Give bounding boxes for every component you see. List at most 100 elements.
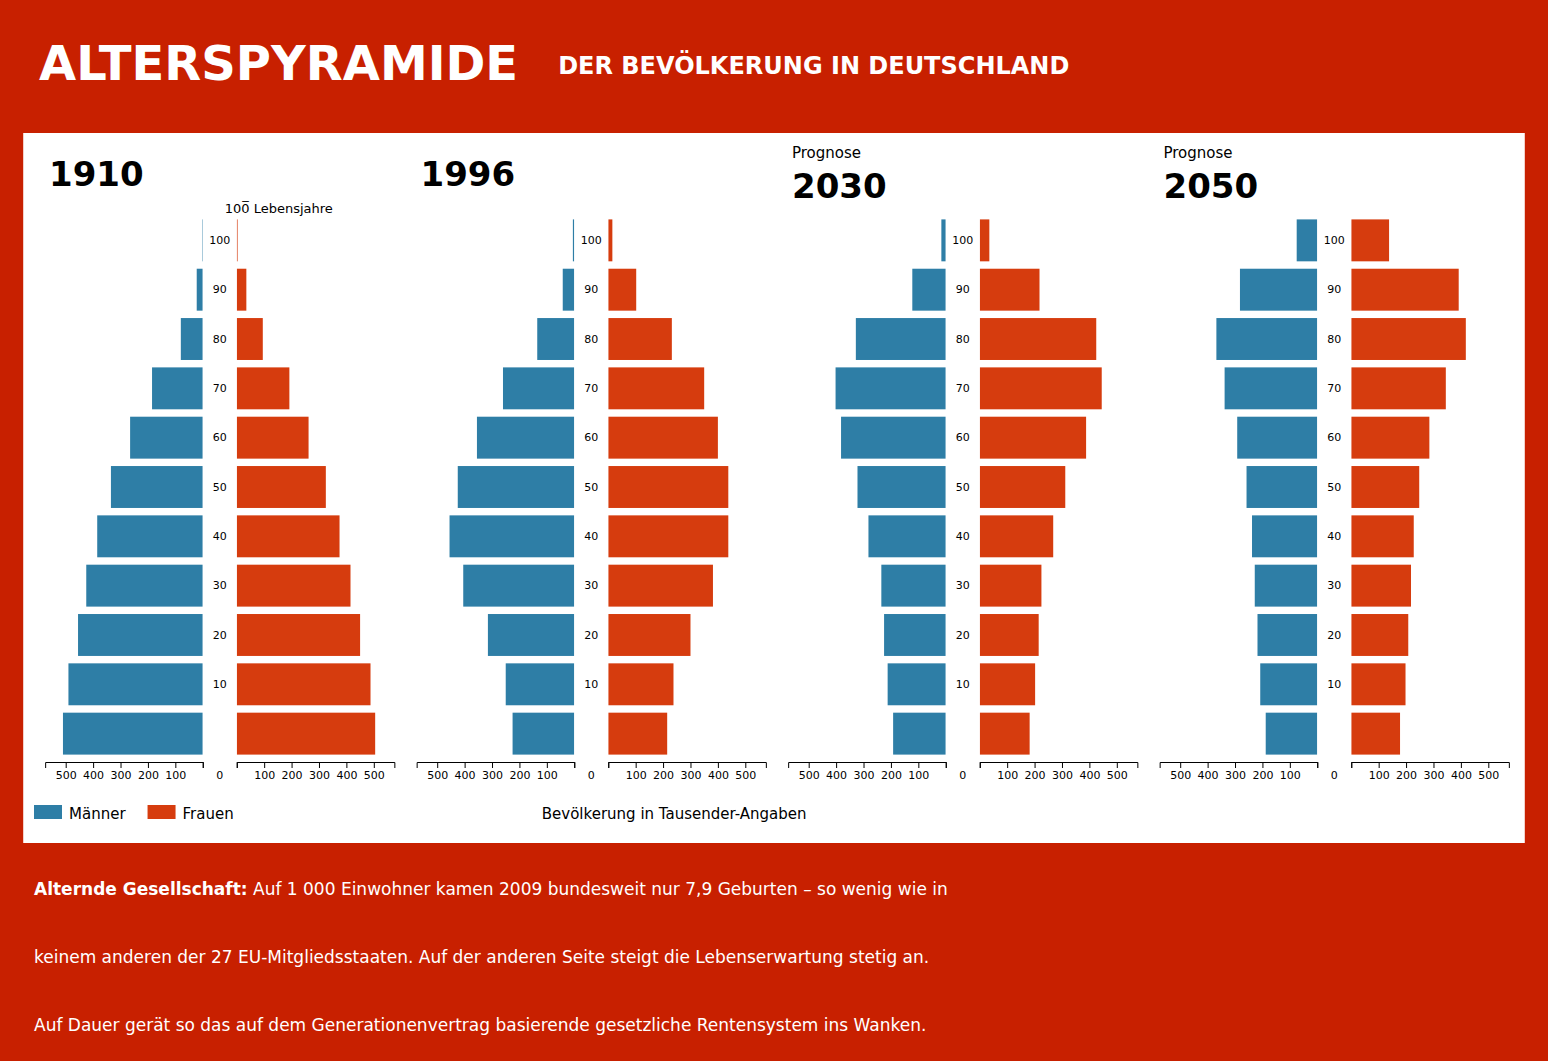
bar bbox=[608, 565, 713, 607]
x-axis: 100200300400500 bbox=[789, 762, 947, 782]
tick: 30 bbox=[1327, 579, 1341, 592]
tick-mark bbox=[66, 762, 67, 768]
tick-mark bbox=[374, 762, 375, 768]
bar bbox=[980, 318, 1096, 360]
tick-mark bbox=[1117, 762, 1118, 768]
tick-mark bbox=[1488, 762, 1489, 768]
bar bbox=[237, 663, 371, 705]
bar bbox=[1351, 614, 1408, 656]
tick-mark bbox=[346, 762, 347, 768]
tick: 400 bbox=[455, 762, 476, 782]
tick-label: 10 bbox=[956, 678, 970, 691]
tick bbox=[946, 762, 947, 768]
bar bbox=[197, 269, 203, 311]
x-axis: 100200300400500 bbox=[980, 762, 1138, 782]
tick bbox=[1317, 762, 1318, 768]
tick-label: 100 bbox=[1324, 234, 1345, 247]
tick-label: 100 bbox=[952, 234, 973, 247]
tick: 30 bbox=[213, 579, 227, 592]
tick bbox=[574, 762, 575, 768]
bar bbox=[1252, 515, 1317, 557]
tick: 100 bbox=[1324, 234, 1345, 247]
tick: 90 bbox=[1327, 283, 1341, 296]
tick: 500 bbox=[56, 762, 77, 782]
tick-mark bbox=[864, 762, 865, 768]
tick-label: 70 bbox=[584, 382, 598, 395]
tick: 300 bbox=[680, 762, 701, 782]
page: ALTERSPYRAMIDEDER BEVÖLKERUNG IN DEUTSCH… bbox=[0, 0, 1548, 1061]
bar bbox=[1351, 269, 1458, 311]
tick-label: 80 bbox=[213, 333, 227, 346]
bar bbox=[980, 466, 1066, 508]
tick: 300 bbox=[1423, 762, 1444, 782]
bar bbox=[1351, 565, 1411, 607]
tick-label: 500 bbox=[427, 769, 448, 782]
tick-mark bbox=[1180, 762, 1181, 768]
bar bbox=[458, 466, 574, 508]
tick-mark bbox=[1007, 762, 1008, 768]
tick-label: 50 bbox=[1327, 481, 1341, 494]
bar bbox=[513, 713, 575, 755]
bar bbox=[608, 663, 673, 705]
tick-mark bbox=[1235, 762, 1236, 768]
tick-label: 30 bbox=[213, 579, 227, 592]
tick-label: 500 bbox=[364, 769, 385, 782]
bar bbox=[237, 565, 351, 607]
bar bbox=[86, 565, 202, 607]
tick: 200 bbox=[282, 762, 303, 782]
tick: 100 bbox=[209, 234, 230, 247]
bar bbox=[1266, 713, 1318, 755]
chart-subtitle: Prognose bbox=[1164, 144, 1233, 162]
bar bbox=[608, 614, 690, 656]
tick: 60 bbox=[213, 431, 227, 444]
bar bbox=[181, 318, 203, 360]
tick-mark bbox=[608, 762, 609, 768]
tick: 200 bbox=[1396, 762, 1417, 782]
tick-label: 300 bbox=[309, 769, 330, 782]
tick bbox=[237, 762, 238, 768]
tick-mark bbox=[663, 762, 664, 768]
axis-line bbox=[789, 763, 947, 769]
tick: 400 bbox=[1451, 762, 1472, 782]
tick: 200 bbox=[138, 762, 159, 782]
tick-label: 0 bbox=[588, 769, 595, 782]
bar bbox=[980, 417, 1086, 459]
bars bbox=[836, 219, 946, 754]
tick: 400 bbox=[336, 762, 357, 782]
tick-label: 10 bbox=[584, 678, 598, 691]
bars bbox=[1216, 219, 1317, 754]
bar bbox=[980, 515, 1053, 557]
tick-label: 400 bbox=[708, 769, 729, 782]
bar bbox=[237, 269, 247, 311]
legend-label: Frauen bbox=[183, 805, 234, 823]
bars bbox=[980, 219, 1102, 754]
pyramid: 1002003004005001002003004005000102030405… bbox=[1160, 144, 1509, 782]
bar bbox=[941, 219, 945, 261]
chart-subtitle: Prognose bbox=[792, 144, 861, 162]
tick-mark bbox=[1208, 762, 1209, 768]
tick-label: 20 bbox=[584, 629, 598, 642]
tick-label: 100 bbox=[537, 769, 558, 782]
tick-label: 80 bbox=[1327, 333, 1341, 346]
bar bbox=[488, 614, 574, 656]
tick: 300 bbox=[309, 762, 330, 782]
tick-mark bbox=[319, 762, 320, 768]
tick-label: 400 bbox=[83, 769, 104, 782]
tick-mark bbox=[1062, 762, 1063, 768]
tick: 500 bbox=[427, 762, 448, 782]
bar bbox=[152, 367, 203, 409]
bar bbox=[463, 565, 574, 607]
tick-label: 20 bbox=[1327, 629, 1341, 642]
tick-label: 200 bbox=[653, 769, 674, 782]
tick: 200 bbox=[881, 762, 902, 782]
bar bbox=[237, 367, 290, 409]
tick: 10 bbox=[956, 678, 970, 691]
tick-label: 10 bbox=[1327, 678, 1341, 691]
tick: 80 bbox=[956, 333, 970, 346]
bar bbox=[888, 663, 946, 705]
tick: 60 bbox=[584, 431, 598, 444]
tick: 70 bbox=[1327, 382, 1341, 395]
tick: 300 bbox=[111, 762, 132, 782]
footer-text: Alternde Gesellschaft: bbox=[34, 879, 248, 899]
tick-label: 200 bbox=[282, 769, 303, 782]
